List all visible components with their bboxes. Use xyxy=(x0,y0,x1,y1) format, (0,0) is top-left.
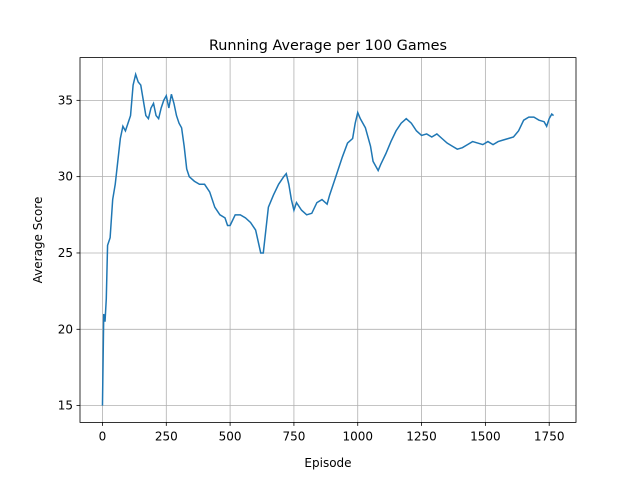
x-tick-label: 1000 xyxy=(342,429,373,443)
chart-title: Running Average per 100 Games xyxy=(209,38,447,54)
y-tick-label: 30 xyxy=(58,170,73,184)
x-tick-label: 250 xyxy=(155,429,178,443)
y-tick-label: 20 xyxy=(58,322,73,336)
x-tick-label: 0 xyxy=(99,429,107,443)
plot-frame xyxy=(79,57,577,423)
x-tick-label: 1250 xyxy=(406,429,437,443)
y-tick-label: 25 xyxy=(58,246,73,260)
y-tick-label: 35 xyxy=(58,93,73,107)
x-tick-label: 500 xyxy=(219,429,242,443)
x-tick-label: 750 xyxy=(282,429,305,443)
x-axis-label: Episode xyxy=(304,456,351,470)
x-tick-label: 1500 xyxy=(470,429,501,443)
x-tick-label: 1750 xyxy=(534,429,565,443)
y-tick-label: 15 xyxy=(58,399,73,413)
y-axis-label: Average Score xyxy=(31,197,45,284)
data-line xyxy=(101,71,555,406)
